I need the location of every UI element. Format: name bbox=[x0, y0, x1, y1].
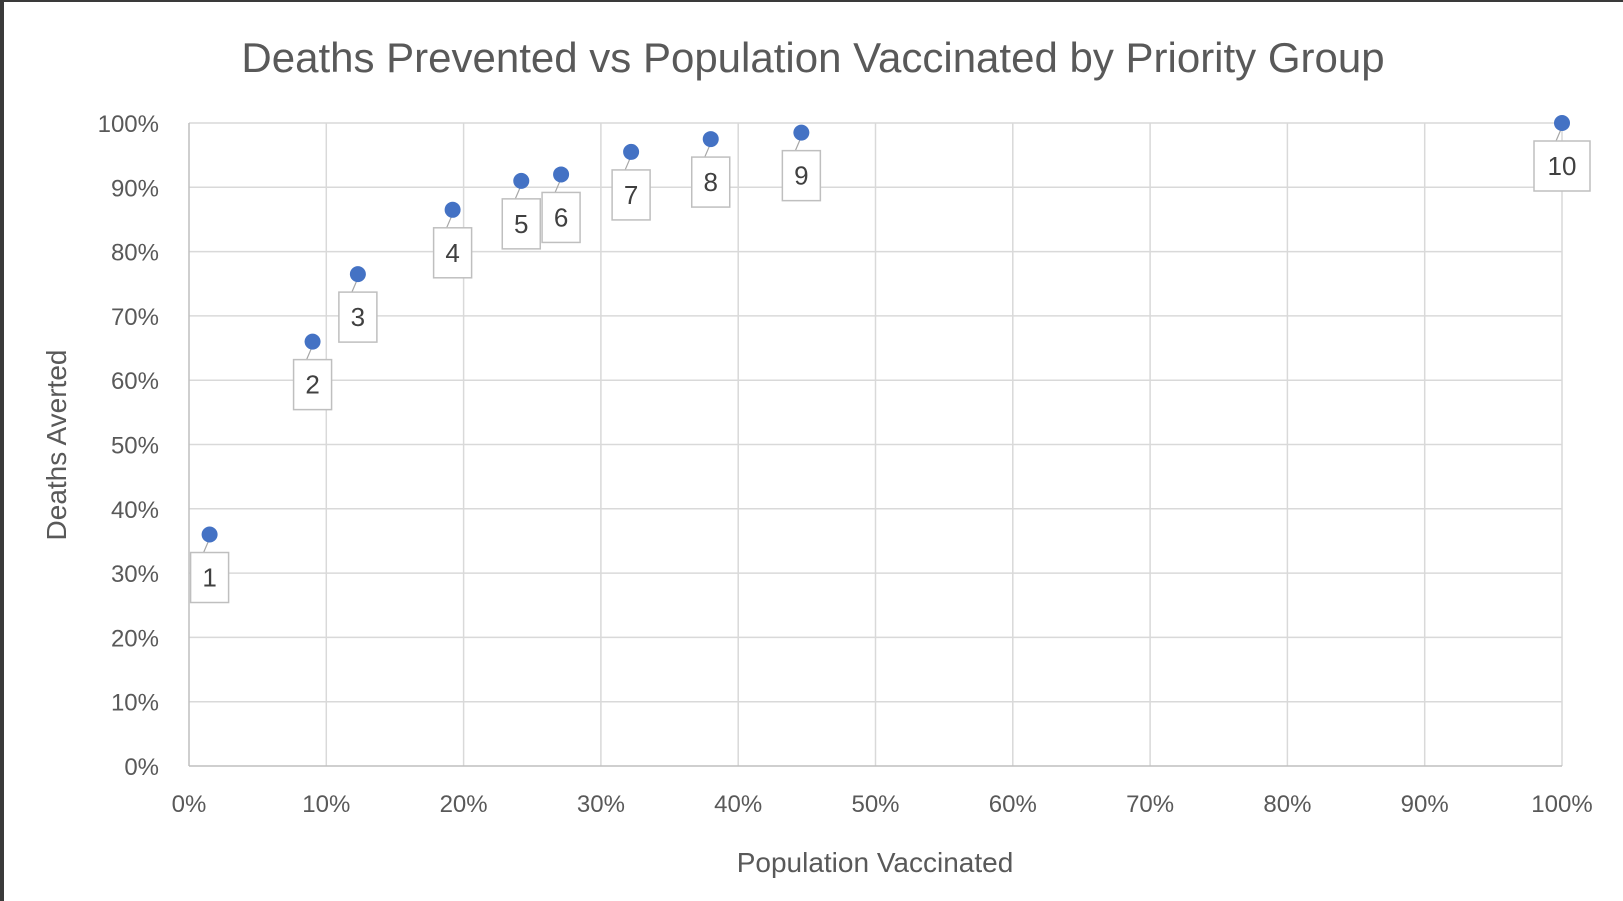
x-axis-title: Population Vaccinated bbox=[737, 847, 1014, 878]
data-label-box bbox=[690, 156, 731, 208]
x-tick-label: 40% bbox=[714, 791, 762, 818]
data-point bbox=[201, 526, 218, 543]
data-label-box bbox=[781, 149, 822, 202]
data-point bbox=[1554, 115, 1570, 131]
chart-title: Deaths Prevented vs Population Vaccinate… bbox=[241, 34, 1384, 81]
y-tick-label: 20% bbox=[111, 625, 159, 652]
y-tick-label: 0% bbox=[124, 754, 159, 781]
data-point bbox=[304, 333, 321, 350]
data-label-box bbox=[432, 227, 473, 279]
data-label: 7 bbox=[624, 180, 638, 210]
data-point bbox=[349, 266, 366, 283]
data-label: 10 bbox=[1548, 151, 1577, 181]
data-label: 2 bbox=[305, 370, 319, 400]
y-tick-label: 40% bbox=[111, 497, 159, 524]
data-label-box bbox=[292, 358, 333, 411]
y-axis-title: Deaths Averted bbox=[41, 350, 72, 541]
data-label-box bbox=[611, 169, 651, 221]
y-tick-label: 30% bbox=[111, 561, 159, 588]
data-points bbox=[201, 115, 1570, 543]
y-tick-label: 80% bbox=[111, 240, 159, 267]
x-tick-label: 0% bbox=[172, 791, 207, 818]
data-point bbox=[444, 201, 461, 218]
data-point bbox=[623, 143, 640, 160]
data-label: 8 bbox=[704, 167, 718, 197]
y-tick-label: 60% bbox=[111, 368, 159, 395]
x-tick-label: 20% bbox=[440, 791, 488, 818]
data-label-box bbox=[338, 291, 378, 343]
data-label-box bbox=[501, 198, 542, 250]
axes bbox=[188, 123, 1562, 767]
data-label-box bbox=[189, 551, 230, 604]
data-point bbox=[513, 172, 530, 189]
gridlines bbox=[189, 122, 1563, 766]
data-label-box bbox=[1533, 140, 1591, 192]
x-tick-label: 70% bbox=[1126, 791, 1174, 818]
y-tick-label: 100% bbox=[98, 111, 159, 138]
y-tick-label: 70% bbox=[111, 304, 159, 331]
x-tick-label: 80% bbox=[1263, 791, 1311, 818]
y-tick-label: 50% bbox=[111, 433, 159, 460]
data-point bbox=[793, 124, 810, 141]
x-tick-label: 50% bbox=[851, 791, 899, 818]
data-label-box bbox=[541, 191, 581, 244]
y-axis-ticks: 0% 10% 20% 30% 40% 50% 60% 70% 80% 90% 100% bbox=[98, 111, 159, 781]
data-labels: 1 2 3 4 5 6 7 8 9 10 bbox=[189, 126, 1591, 604]
data-label: 3 bbox=[351, 302, 365, 332]
x-tick-label: 10% bbox=[302, 791, 350, 818]
x-tick-label: 30% bbox=[577, 791, 625, 818]
x-tick-label: 60% bbox=[989, 791, 1037, 818]
data-label: 1 bbox=[202, 563, 216, 593]
data-label: 6 bbox=[554, 202, 568, 232]
x-tick-label: 100% bbox=[1531, 791, 1592, 818]
x-axis-ticks: 0% 10% 20% 30% 40% 50% 60% 70% 80% 90% 100% bbox=[172, 791, 1593, 818]
data-label: 5 bbox=[514, 209, 528, 239]
data-label: 9 bbox=[794, 161, 808, 191]
y-tick-label: 10% bbox=[111, 690, 159, 717]
x-tick-label: 90% bbox=[1401, 791, 1449, 818]
data-point bbox=[553, 166, 570, 183]
y-tick-label: 90% bbox=[111, 175, 159, 202]
data-point bbox=[702, 131, 719, 148]
data-label: 4 bbox=[445, 238, 459, 268]
